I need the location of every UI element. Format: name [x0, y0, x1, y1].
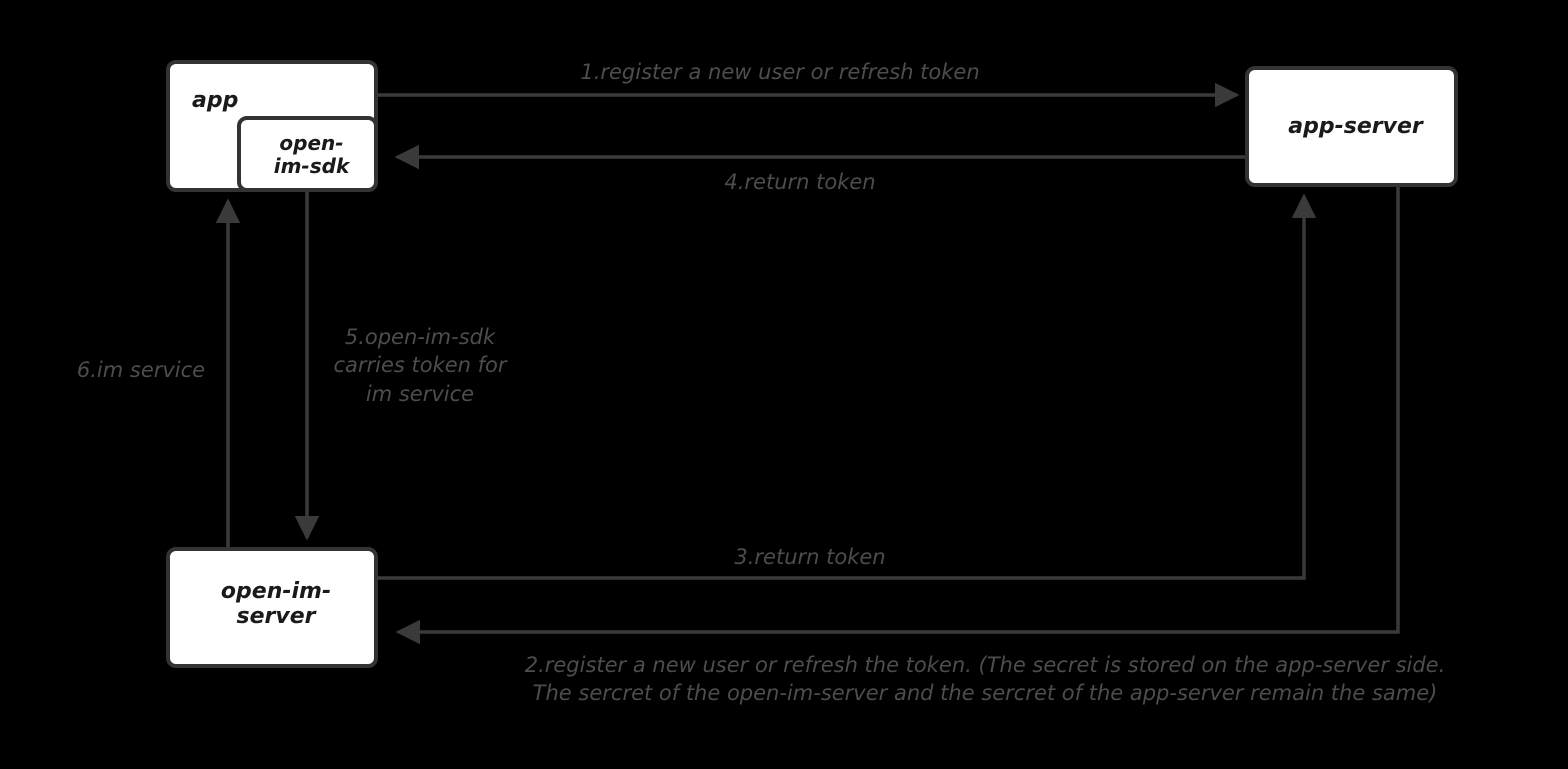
node-app-server-label: app-server — [1288, 114, 1423, 139]
node-app-server[interactable]: app-server — [1245, 66, 1458, 187]
edge-label-2-register-user-secret: 2.register a new user or refresh the tok… — [524, 653, 1446, 706]
edge-label-6-im-service: 6.im service — [76, 358, 206, 382]
node-open-im-sdk-label: open- im-sdk — [273, 131, 350, 178]
edge-label-4-return-token: 4.return token — [724, 170, 876, 194]
node-app-label: app — [192, 88, 239, 113]
node-open-im-server-label: open-im- server — [220, 579, 332, 630]
connector-edge-3 — [378, 193, 1317, 580]
edge-label-3-return-token: 3.return token — [734, 545, 886, 569]
node-open-im-sdk[interactable]: open- im-sdk — [237, 116, 378, 192]
edge-label-1-register-user: 1.register a new user or refresh token — [580, 60, 980, 84]
edge-label-5-sdk-carries-token: 5.open-im-sdk carries token for im servi… — [333, 325, 507, 406]
connector-edge-2 — [395, 187, 1400, 645]
node-open-im-server[interactable]: open-im- server — [166, 547, 378, 668]
